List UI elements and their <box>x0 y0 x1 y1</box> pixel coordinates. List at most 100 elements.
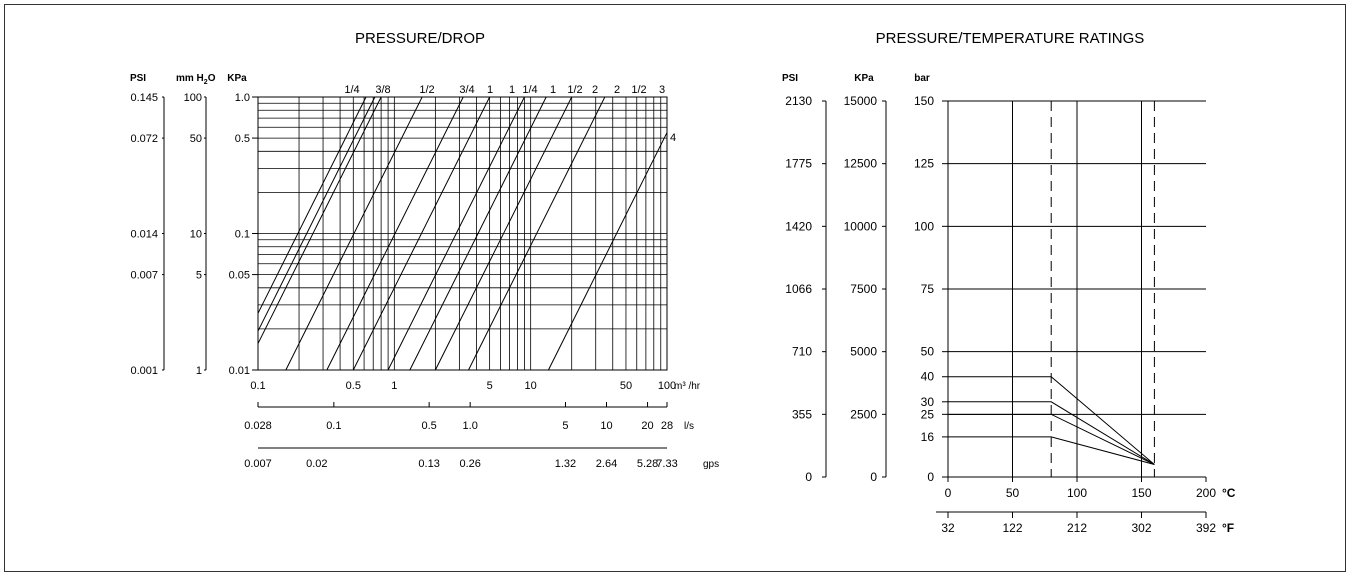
kpa-tick-label: 0.01 <box>229 365 250 377</box>
mmh2o-tick-label: 5 <box>196 270 202 282</box>
bar-tick-label: 16 <box>921 430 935 444</box>
kpa-rating-tick-label: 0 <box>870 470 877 484</box>
x-tick-label-m3hr: 5 <box>487 380 493 392</box>
psi-rating-tick-label: 710 <box>792 345 812 359</box>
pipe-size-top-label: 3/8 <box>375 84 390 96</box>
ls-tick-label: 1.0 <box>463 420 478 432</box>
kpa-rating-axis-label: KPa <box>854 73 874 84</box>
bar-tick-label: 40 <box>921 370 935 384</box>
pipe-size-top-label: 3/4 <box>459 84 474 96</box>
rating-series-25 <box>948 413 1155 465</box>
bar-tick-label: 50 <box>921 345 935 359</box>
kpa-tick-label: 0.5 <box>235 133 250 145</box>
fahrenheit-tick-label: 122 <box>1002 521 1022 535</box>
gps-unit-label: gps <box>703 459 719 470</box>
psi-rating-tick-label: 1775 <box>785 157 812 171</box>
series-line-1-1-4 <box>352 96 491 371</box>
kpa-axis-label: KPa <box>227 73 247 84</box>
gps-tick-label: 1.32 <box>555 458 576 470</box>
celsius-tick-label: 50 <box>1006 486 1020 500</box>
series-line-1 <box>326 96 464 371</box>
pipe-size-top-label: 1/2 <box>419 84 434 96</box>
fahrenheit-tick-label: 392 <box>1196 521 1216 535</box>
celsius-tick-label: 100 <box>1067 486 1087 500</box>
bar-tick-label: 150 <box>914 94 934 108</box>
psi-tick-label: 0.001 <box>130 365 158 377</box>
x-tick-label-m3hr: 0.1 <box>250 380 265 392</box>
celsius-tick-label: 150 <box>1131 486 1151 500</box>
kpa-tick-label: 0.1 <box>235 229 250 241</box>
pipe-size-top-label: 1 <box>550 84 556 96</box>
series-line-2-1-2 <box>434 96 573 371</box>
x-tick-label-m3hr: 0.5 <box>346 380 361 392</box>
figure-frame <box>4 4 1346 572</box>
kpa-tick-label: 1.0 <box>235 92 250 104</box>
psi-tick-label: 0.072 <box>130 133 158 145</box>
psi-rating-tick-label: 1066 <box>785 282 812 296</box>
gps-tick-label: 7.33 <box>656 458 677 470</box>
series-line-3-8 <box>257 96 376 332</box>
mmh2o-tick-label: 1 <box>196 365 202 377</box>
gps-tick-label: 5.28 <box>637 458 658 470</box>
mmh2o-tick-label: 10 <box>190 229 202 241</box>
series-line-1-2 <box>257 96 382 344</box>
psi-tick-label: 0.145 <box>130 92 158 104</box>
bar-tick-label: 75 <box>921 282 935 296</box>
kpa-rating-tick-label: 5000 <box>850 345 877 359</box>
bar-tick-label: 125 <box>914 157 934 171</box>
kpa-rating-tick-label: 12500 <box>844 157 878 171</box>
gps-tick-label: 0.007 <box>244 458 272 470</box>
gps-tick-label: 0.13 <box>418 458 439 470</box>
pipe-size-top-label: 1/2 <box>567 84 582 96</box>
psi-rating-tick-label: 1420 <box>785 219 812 233</box>
x-tick-label-m3hr: 10 <box>525 380 537 392</box>
gps-tick-label: 0.02 <box>306 458 327 470</box>
pressure-drop-title: PRESSURE/DROP <box>355 30 485 47</box>
series-line-1-1-2 <box>387 96 525 371</box>
celsius-tick-label: 0 <box>945 486 952 500</box>
pressure-drop-chart: 1.00.50.10.050.011005010510.1450.0720.01… <box>130 84 677 470</box>
fahrenheit-tick-label: 212 <box>1067 521 1087 535</box>
psi-axis-label: PSI <box>130 73 146 84</box>
celsius-unit-label: °C <box>1222 486 1236 500</box>
pipe-size-top-label: 3 <box>659 84 665 96</box>
mmh2o-tick-label: 100 <box>184 92 202 104</box>
pipe-size-top-label: 1 <box>509 84 515 96</box>
ls-tick-label: 28 <box>661 420 673 432</box>
x-tick-label-m3hr: 50 <box>620 380 632 392</box>
pressure-temperature-title: PRESSURE/TEMPERATURE RATINGS <box>876 30 1145 47</box>
pipe-size-top-label: 1/4 <box>522 84 537 96</box>
fahrenheit-tick-label: 302 <box>1131 521 1151 535</box>
m3hr-unit-label: m³ /hr <box>674 381 701 392</box>
rating-series-30 <box>948 401 1155 465</box>
psi-rating-axis-label: PSI <box>782 73 798 84</box>
bar-tick-label: 0 <box>927 470 934 484</box>
kpa-rating-tick-label: 15000 <box>844 94 878 108</box>
bar-tick-label: 25 <box>921 407 935 421</box>
x-tick-label-m3hr: 100 <box>658 380 676 392</box>
pipe-size-top-label: 1/4 <box>344 84 359 96</box>
bar-axis-label: bar <box>914 73 930 84</box>
pipe-size-top-label: 1 <box>487 84 493 96</box>
psi-tick-label: 0.007 <box>130 270 158 282</box>
kpa-rating-tick-label: 10000 <box>844 219 878 233</box>
series-line-3 <box>468 96 606 371</box>
gps-tick-label: 2.64 <box>596 458 617 470</box>
kpa-rating-tick-label: 2500 <box>850 407 877 421</box>
pipe-size-top-label: 1/2 <box>631 84 646 96</box>
pipe-size-top-label: 2 <box>592 84 598 96</box>
ls-tick-label: 0.1 <box>326 420 341 432</box>
x-tick-label-m3hr: 1 <box>391 380 397 392</box>
psi-rating-tick-label: 0 <box>805 470 812 484</box>
kpa-rating-tick-label: 7500 <box>850 282 877 296</box>
bar-tick-label: 30 <box>921 395 935 409</box>
pipe-size-right-label: 4 <box>670 132 676 144</box>
ls-tick-label: 10 <box>600 420 612 432</box>
ls-tick-label: 0.028 <box>244 420 272 432</box>
pipe-size-top-label: 2 <box>614 84 620 96</box>
fahrenheit-unit-label: °F <box>1222 521 1234 535</box>
ls-tick-label: 0.5 <box>421 420 436 432</box>
gps-tick-label: 0.26 <box>459 458 480 470</box>
kpa-tick-label: 0.05 <box>229 270 250 282</box>
